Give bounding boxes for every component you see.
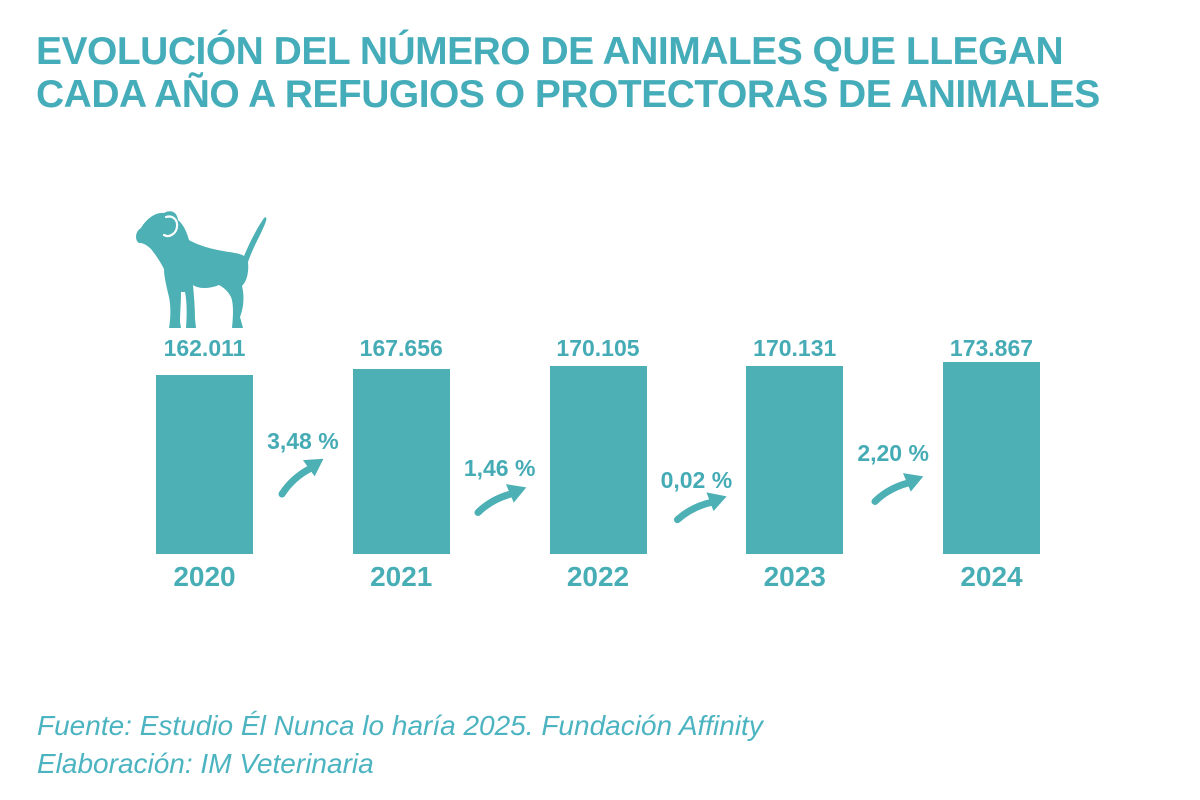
elaboration-line: Elaboración: IM Veterinaria: [37, 748, 374, 779]
page-title-line2: CADA AÑO A REFUGIOS O PROTECTORAS DE ANI…: [36, 73, 1100, 116]
pct-change-label: 2,20 %: [857, 440, 929, 466]
bar-value-label: 170.105: [556, 335, 640, 361]
page-title: EVOLUCIÓN DEL NÚMERO DE ANIMALES QUE LLE…: [36, 30, 1166, 116]
year-label: 2022: [566, 561, 630, 592]
dog-ear-line: [162, 215, 179, 238]
source-footer: Fuente: Estudio Él Nunca lo haría 2025. …: [37, 707, 763, 783]
year-label: 2024: [960, 561, 1023, 592]
bar-value-label: 173.867: [949, 335, 1034, 361]
growth-arrow-icon: [268, 447, 332, 501]
pct-change-label: 3,48 %: [267, 428, 339, 454]
bar-value-label: 167.656: [359, 335, 443, 361]
page-title-line1: EVOLUCIÓN DEL NÚMERO DE ANIMALES QUE LLE…: [36, 30, 1064, 73]
bar-value-label: 170.131: [753, 335, 837, 361]
bar-2024: [943, 362, 1040, 554]
bar-2022: [549, 366, 647, 554]
pct-change-label: 1,46 %: [463, 455, 536, 481]
pct-change-label: 0,02 %: [660, 467, 733, 493]
growth-arrow-icon: [864, 464, 929, 509]
bar-2021: [352, 369, 450, 554]
growth-arrow-icon: [467, 475, 532, 520]
year-label: 2021: [370, 561, 433, 592]
bar-2023: [746, 366, 844, 554]
dog-icon: [136, 211, 267, 328]
bar-value-label: 162.011: [163, 335, 246, 361]
growth-arrow-icon: [667, 483, 732, 526]
bar-2020: [156, 375, 253, 554]
year-label: 2020: [173, 561, 236, 592]
year-label: 2023: [763, 561, 826, 592]
source-line: Fuente: Estudio Él Nunca lo haría 2025. …: [37, 710, 763, 741]
